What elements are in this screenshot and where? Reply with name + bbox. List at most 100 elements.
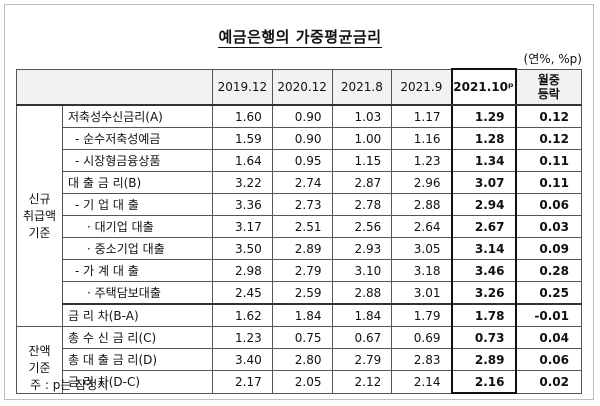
table-cell: 1.84: [331, 303, 393, 327]
table-cell: 3.26: [450, 281, 517, 305]
table-cell: 2.05: [271, 370, 333, 394]
table-cell: 3.10: [331, 259, 393, 282]
table-cell: 1.00: [331, 127, 393, 150]
table-cell: 2.14: [391, 370, 452, 394]
table-row: - 시장형금융상품 1.64 0.95 1.15 1.23 1.34 0.11: [17, 149, 582, 172]
group-label: 잔액 기준: [16, 326, 63, 394]
table-cell: 2.98: [212, 259, 273, 282]
table-cell: 1.28: [450, 127, 517, 150]
table-cell: 3.46: [450, 259, 517, 282]
table-cell: 0.04: [515, 326, 582, 349]
table-cell: 2.56: [331, 215, 393, 238]
table-cell: 3.18: [391, 259, 452, 282]
table-row: · 주택담보대출 2.45 2.59 2.88 3.01 3.26 0.25: [17, 281, 582, 305]
table-cell: 0.67: [331, 326, 393, 349]
unit-label: (연%, %p): [523, 52, 582, 66]
table-cell: 2.89: [271, 237, 333, 260]
table-cell: 3.22: [212, 171, 273, 194]
table-cell: 2.79: [271, 259, 333, 282]
table-cell: 1.79: [391, 303, 452, 327]
table-cell: 1.29: [450, 104, 517, 128]
interest-rate-table: 2019.12 2020.12 2021.8 2021.9 2021.10ᵖ 월중 등락 신…: [16, 68, 582, 394]
row-label: - 시장형금융상품: [62, 149, 213, 172]
table-cell: 0.03: [515, 215, 582, 238]
table-row: - 가 계 대 출 2.98 2.79 3.10 3.18 3.46 0.28: [17, 259, 582, 282]
table-cell: 0.12: [515, 127, 582, 150]
table-cell: 3.07: [450, 171, 517, 194]
table-cell: 0.12: [515, 104, 582, 128]
table-cell: 0.06: [515, 193, 582, 216]
table-row: 대 출 금 리(B) 3.22 2.74 2.87 2.96 3.07 0.11: [17, 171, 582, 194]
table-cell: 0.02: [515, 370, 582, 394]
table-row: · 중소기업 대출 3.50 2.89 2.93 3.05 3.14 0.09: [17, 237, 582, 260]
table-cell: 3.05: [391, 237, 452, 260]
table-row: - 기 업 대 출 3.36 2.73 2.78 2.88 2.94 0.06: [17, 193, 582, 216]
document-frame: [4, 4, 594, 400]
table-cell: 0.69: [391, 326, 452, 349]
table-cell: 1.62: [212, 303, 273, 327]
table-row: 신규 취급액 기준 저축성수신금리(A) 1.60 0.90 1.03 1.17 1.29 0.1…: [16, 104, 582, 327]
table-cell: 0.28: [515, 259, 582, 282]
table-cell: 0.09: [515, 237, 582, 260]
table-cell: 0.95: [271, 149, 333, 172]
table-cell: 2.94: [450, 193, 517, 216]
table-cell: 2.17: [212, 370, 273, 394]
table-cell: 2.59: [271, 281, 333, 305]
table-cell: 3.50: [212, 237, 273, 260]
table-cell: 1.15: [331, 149, 393, 172]
footnote: 주 : p는 잠정치: [30, 378, 109, 392]
table-cell: 1.16: [391, 127, 452, 150]
table-cell: 1.17: [391, 104, 452, 128]
table-cell: 1.64: [212, 149, 273, 172]
table-cell: 3.17: [212, 215, 273, 238]
row-label: · 주택담보대출: [62, 281, 213, 305]
row-label: · 대기업 대출: [62, 215, 213, 238]
table-cell: 1.03: [331, 104, 393, 128]
row-label: 저축성수신금리(A): [62, 104, 213, 128]
row-label: - 가 계 대 출: [62, 259, 213, 282]
table-cell: 2.88: [391, 193, 452, 216]
column-header: 2021.8: [331, 68, 393, 106]
table-cell: 2.83: [391, 348, 452, 371]
row-label: - 기 업 대 출: [62, 193, 213, 216]
table-row: · 대기업 대출 3.17 2.51 2.56 2.64 2.67 0.03: [17, 215, 582, 238]
table-cell: 3.14: [450, 237, 517, 260]
table-cell: 2.64: [391, 215, 452, 238]
table-cell: 2.80: [271, 348, 333, 371]
table-cell: 1.23: [391, 149, 452, 172]
row-label: 총 수 신 금 리(C): [62, 326, 213, 349]
row-label: · 중소기업 대출: [62, 237, 213, 260]
table-cell: 1.84: [271, 303, 333, 327]
row-label: 대 출 금 리(B): [62, 171, 213, 194]
table-cell: 2.67: [450, 215, 517, 238]
table-cell: 1.34: [450, 149, 517, 172]
header-blank: [16, 68, 213, 106]
table-cell: 2.88: [331, 281, 393, 305]
page-title: 예금은행의 가중평균금리: [218, 28, 382, 48]
table-row: 잔액 기준 총 수 신 금 리(C) 1.23 0.75 0.67 0.69 0.73 0.04: [16, 326, 582, 394]
table-cell: 0.11: [515, 171, 582, 194]
table-row: - 순수저축성예금 1.59 0.90 1.00 1.16 1.28 0.12: [17, 127, 582, 150]
table-row: 총 대 출 금 리(D) 3.40 2.80 2.79 2.83 2.89 0.06: [17, 348, 582, 371]
table-row: 금 리 차(D-C) 2.17 2.05 2.12 2.14 2.16 0.02: [17, 370, 582, 394]
row-label: 금 리 차(D-C): [62, 370, 213, 394]
group-label: 신규 취급액 기준: [16, 104, 63, 327]
column-header: 2020.12: [271, 68, 333, 106]
table-cell: 1.60: [212, 104, 273, 128]
table-cell: 3.40: [212, 348, 273, 371]
table-cell: 2.89: [450, 348, 517, 371]
table-cell: 0.25: [515, 281, 582, 305]
table-cell: 1.23: [212, 326, 273, 349]
table-cell: 2.51: [271, 215, 333, 238]
table-cell: 2.73: [271, 193, 333, 216]
table-cell: 3.01: [391, 281, 452, 305]
table-cell: 2.16: [450, 370, 517, 394]
table-cell: 0.90: [271, 104, 333, 128]
table-cell: 2.78: [331, 193, 393, 216]
table-cell: 3.36: [212, 193, 273, 216]
table-cell: 2.79: [331, 348, 393, 371]
table-cell: -0.01: [515, 303, 582, 327]
table-cell: 2.12: [331, 370, 393, 394]
table-cell: 2.96: [391, 171, 452, 194]
table-cell: 2.45: [212, 281, 273, 305]
